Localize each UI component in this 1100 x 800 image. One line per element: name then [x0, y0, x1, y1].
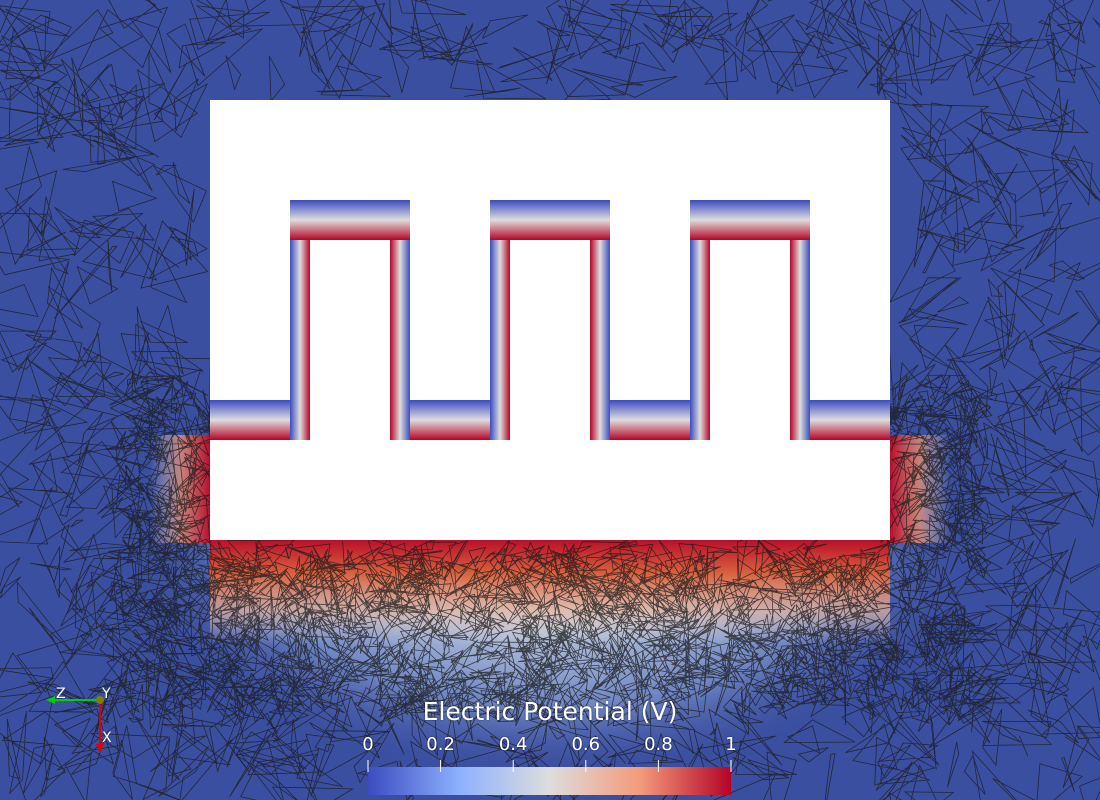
gap-finger-top — [290, 200, 410, 240]
colorbar-tick-label: 0.6 — [571, 734, 601, 755]
colorbar-tick-label: 0 — [362, 734, 374, 755]
gap-finger-right — [390, 240, 410, 440]
z-axis-arrow — [46, 696, 55, 704]
lower-electrode — [210, 240, 890, 540]
axis-label-y: Y — [102, 686, 111, 702]
colorbar-title: Electric Potential (V) — [422, 697, 678, 726]
colorbar-gradient — [368, 767, 731, 795]
colorbar-tick-label: 1 — [725, 734, 737, 755]
colorbar-tick-label: 0.8 — [644, 734, 673, 755]
gap-finger-top — [690, 200, 810, 240]
axis-label-z: Z — [56, 686, 66, 702]
colorbar-tick-label: 0.4 — [498, 734, 528, 755]
gap-finger-right — [590, 240, 610, 440]
gap-finger-left — [490, 240, 510, 440]
y-axis-point — [96, 696, 104, 704]
gap-finger-left — [690, 240, 710, 440]
upper-electrode — [210, 100, 890, 400]
x-axis-arrow — [96, 744, 104, 753]
colorbar-tick-label: 0.2 — [426, 734, 455, 755]
gap-finger-right — [790, 240, 810, 440]
gap-finger-top — [490, 200, 610, 240]
gap-finger-left — [290, 240, 310, 440]
colorbar-ticks — [367, 760, 732, 772]
orientation-axes — [46, 696, 104, 753]
axis-label-x: X — [102, 730, 112, 746]
